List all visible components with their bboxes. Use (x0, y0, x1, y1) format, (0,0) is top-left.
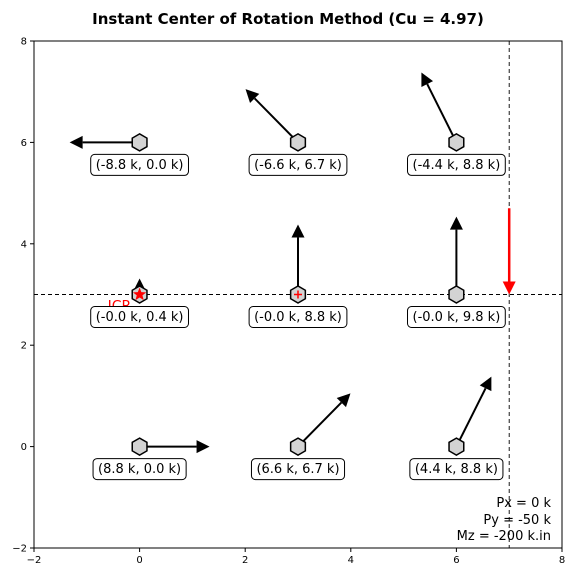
x-tick-label: −2 (27, 555, 42, 566)
bolt-marker (448, 133, 465, 152)
bolt-force-label: (-8.8 k, 0.0 k) (90, 153, 189, 176)
bolt-force-arrow-shaft (426, 83, 458, 143)
bolt-force-arrow-head (449, 216, 463, 230)
bolt-force-label-text: (-6.6 k, 6.7 k) (254, 158, 342, 173)
bolt-force-label-box (90, 153, 189, 176)
bolt-force-arrow-head (421, 72, 434, 87)
bolt-marker (289, 133, 307, 152)
icr-marker (132, 287, 147, 301)
bolt-force-label-box (248, 306, 348, 328)
bolt-force-label-text: (-0.0 k, 9.8 k) (413, 310, 501, 325)
bolt-force-arrow-shaft (253, 97, 299, 144)
y-tick-label: 2 (21, 341, 27, 352)
bolt-marker (131, 133, 148, 152)
bolt-force-label: (-6.6 k, 6.7 k) (248, 153, 348, 176)
bolt-force-label: (-0.0 k, 8.8 k) (248, 306, 348, 328)
bolt-force-label-text: (-4.4 k, 8.8 k) (413, 158, 501, 173)
bolt-force-arrow-shaft (297, 401, 343, 448)
bolt-force-label-box (407, 306, 506, 328)
bolt-force-label-box (90, 306, 189, 328)
bolt-force-label-box (92, 458, 187, 481)
bolt-force-label: (-0.0 k, 0.4 k) (90, 306, 189, 328)
bolt-force-label-box (407, 153, 506, 176)
bolt-marker (448, 437, 465, 456)
y-tick-label: 6 (21, 138, 27, 149)
bolt-force-arrow (297, 393, 351, 448)
y-tick-label: 4 (21, 239, 27, 250)
bolt-force-label-box (250, 458, 346, 481)
bolt-marker (289, 437, 307, 456)
load-mz-text: Mz = -200 k.in (457, 529, 551, 544)
bolt-force-arrow (449, 216, 463, 295)
applied-load-arrow-head (502, 281, 516, 295)
bolt-force-label-box (409, 458, 504, 481)
bolt-force-label-text: (-8.8 k, 0.0 k) (96, 158, 184, 173)
x-tick-label: 8 (559, 555, 565, 566)
bolt-force-label: (-4.4 k, 8.8 k) (407, 153, 506, 176)
bolt-force-label-text: (8.8 k, 0.0 k) (98, 462, 181, 477)
bolt-force-arrow-head (196, 440, 210, 454)
x-tick-label: 0 (136, 555, 142, 566)
applied-load-arrow (502, 208, 516, 295)
bolt-force-label-text: (6.6 k, 6.7 k) (256, 462, 339, 477)
bolt-force-label: (4.4 k, 8.8 k) (409, 458, 504, 481)
bolt-force-arrow-head (291, 224, 305, 238)
bolt-force-arrow-shaft (455, 387, 487, 448)
bolt-force-arrow-head (69, 135, 83, 149)
y-tick-label: 8 (21, 37, 27, 48)
bolt-marker (131, 437, 148, 456)
bolt-force-label-text: (-0.0 k, 0.4 k) (96, 310, 184, 325)
bolt-force-arrow (245, 89, 299, 144)
load-py-text: Py = -50 k (483, 513, 551, 528)
bolt-force-arrow-head (245, 89, 260, 103)
y-tick-label: −2 (12, 544, 27, 555)
bolt-force-label: (8.8 k, 0.0 k) (92, 458, 187, 481)
bolt-marker (448, 285, 465, 304)
bolt-force-label-text: (4.4 k, 8.8 k) (415, 462, 498, 477)
x-tick-label: 6 (453, 555, 459, 566)
x-tick-label: 4 (348, 555, 354, 566)
bolt-force-arrow (69, 135, 140, 149)
bolt-force-label: (6.6 k, 6.7 k) (250, 458, 346, 481)
bolt-force-arrow-head (479, 376, 492, 392)
chart-title: Instant Center of Rotation Method (Cu = … (92, 10, 484, 28)
load-px-text: Px = 0 k (496, 496, 551, 511)
bolt-force-arrow (421, 72, 458, 143)
bolt-force-arrow (139, 440, 210, 454)
bolt-force-arrow-head (336, 393, 351, 408)
y-tick-label: 0 (21, 442, 27, 453)
x-tick-label: 2 (242, 555, 248, 566)
bolt-force-label-box (248, 153, 348, 176)
bolt-force-label-text: (-0.0 k, 8.8 k) (254, 310, 342, 325)
bolt-force-arrow (291, 224, 305, 295)
bolt-force-arrow (455, 376, 492, 448)
plot-area: −2−20022446688ICR(-8.8 k, 0.0 k)(-6.6 k,… (12, 37, 565, 567)
bolt-force-label: (-0.0 k, 9.8 k) (407, 306, 506, 328)
load-summary: Px = 0 k Py = -50 k Mz = -200 k.in (457, 496, 552, 544)
